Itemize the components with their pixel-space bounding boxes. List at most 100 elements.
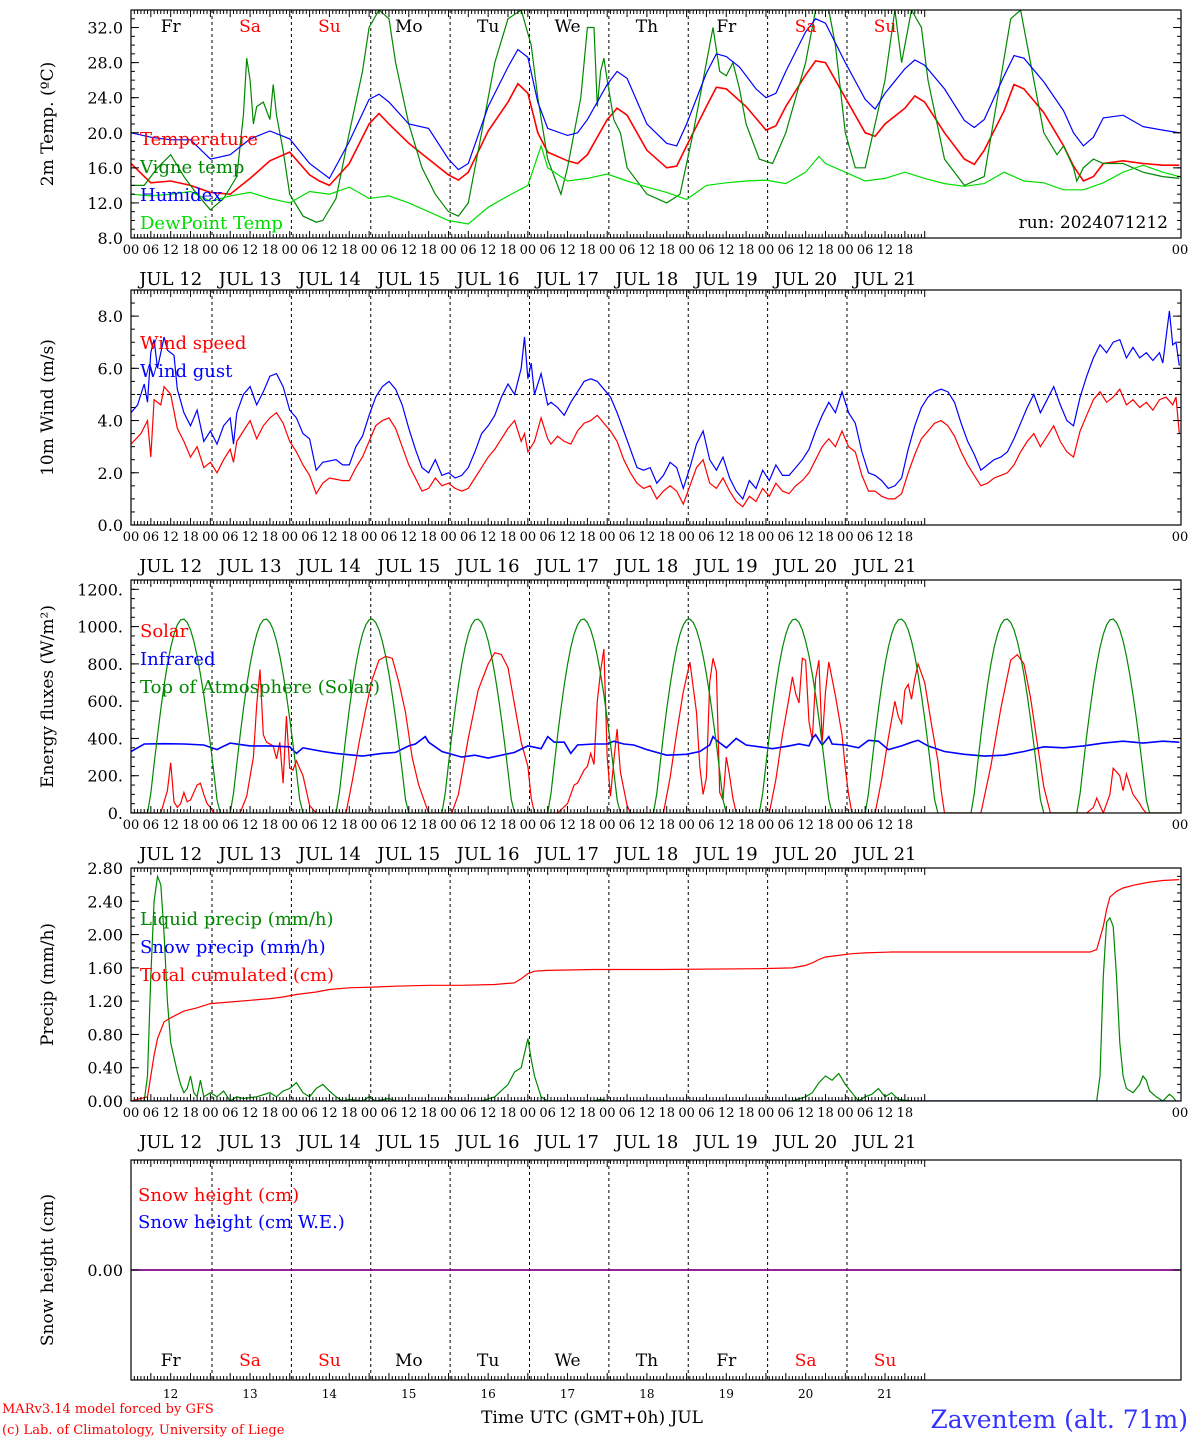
weekday-label: Sa xyxy=(239,1351,261,1371)
x-tick-label: 06 xyxy=(539,818,556,833)
date-label: JUL 21 xyxy=(852,269,917,290)
x-tick-label: 12 xyxy=(321,530,338,545)
weekday-label: Su xyxy=(318,1351,341,1371)
date-label: JUL 14 xyxy=(296,269,361,290)
y-tick-label: 400. xyxy=(87,729,123,748)
x-tick-label: 00 xyxy=(758,1106,775,1121)
date-label: JUL 13 xyxy=(217,1132,282,1153)
x-tick-label: 00 xyxy=(202,243,219,258)
panel-temperature: 8.0 12.0 16.0 20.0 24.0 28.0 32.0 2m Temp. (ºC)… xyxy=(38,9,1188,290)
y-tick-label: 0.80 xyxy=(87,1025,123,1044)
series-line-temperature xyxy=(131,60,1180,196)
x-tick-label: 06 xyxy=(857,818,874,833)
x-tick-label: 12 xyxy=(797,243,814,258)
x-tick-label: 18 xyxy=(500,1106,517,1121)
x-tick-label: 06 xyxy=(619,243,636,258)
x-tick-label: 18 xyxy=(500,530,517,545)
x-tick-label: 06 xyxy=(857,1106,874,1121)
series-line-vigne-temp xyxy=(131,10,1180,223)
date-label: JUL 20 xyxy=(772,269,837,290)
x-tick-label: 00 xyxy=(678,818,695,833)
x-tick-label: 00 xyxy=(599,243,616,258)
date-label: JUL 16 xyxy=(455,556,520,577)
x-tick-label: 00 xyxy=(758,530,775,545)
x-tick-label: 06 xyxy=(143,243,160,258)
panel-snow: 0.00 Snow height (cm) Snow height (cm) Snow… xyxy=(38,1159,1182,1401)
weekday-label: Sa xyxy=(795,17,817,37)
x-tick-label: 00 xyxy=(123,1106,140,1121)
x-tick-label: 06 xyxy=(539,1106,556,1121)
series-group xyxy=(131,618,1180,813)
x-tick-label: 18 xyxy=(262,818,279,833)
y-tick-label: 0.0 xyxy=(98,516,123,535)
y-tick-label: 2.00 xyxy=(87,926,123,945)
x-tick-label: 00 xyxy=(678,530,695,545)
x-tick-label: 00 xyxy=(758,818,775,833)
x-tick-label: 18 xyxy=(420,818,437,833)
series-line-wind-gust xyxy=(131,310,1180,501)
x-tick-label: 12 xyxy=(321,243,338,258)
date-label: JUL 21 xyxy=(852,1132,917,1153)
y-tick-label: 0.00 xyxy=(87,1261,123,1280)
x-tick-label: 06 xyxy=(698,243,715,258)
x-tick-label: 06 xyxy=(143,818,160,833)
x-tick-label: 00 xyxy=(440,818,457,833)
x-tick-label: 06 xyxy=(301,530,318,545)
x-tick-label: 18 xyxy=(897,1106,914,1121)
x-tick-label: 18 xyxy=(817,243,834,258)
series-line-dewpoint-temp xyxy=(131,143,1180,225)
y-tick-label: 600. xyxy=(87,692,123,711)
x-tick-label: 06 xyxy=(698,530,715,545)
legend-entry: Temperature xyxy=(140,129,258,150)
x-tick-label: 06 xyxy=(698,1106,715,1121)
x-tick-label: 00 xyxy=(758,243,775,258)
x-tick-label: 12 xyxy=(559,1106,576,1121)
x-tick-label: 12 xyxy=(718,1106,735,1121)
y-tick-label: 200. xyxy=(87,767,123,786)
y-axis-title: Snow height (cm) xyxy=(38,1194,58,1346)
x-tick-label: 12 xyxy=(797,1106,814,1121)
x-tick-label: 00 xyxy=(123,530,140,545)
x-tick-label: 18 xyxy=(341,818,358,833)
x-tick-label: 18 xyxy=(341,243,358,258)
credit-line-1: MARv3.14 model forced by GFS xyxy=(2,1402,214,1417)
x-tick-label: 18 xyxy=(420,530,437,545)
legend-entry: Wind speed xyxy=(140,333,246,354)
x-tick-label: 12 xyxy=(877,1106,894,1121)
series-line-humidex xyxy=(131,18,1180,180)
x-tick-label: 12 xyxy=(877,243,894,258)
date-label: JUL 19 xyxy=(693,1132,758,1153)
date-label: JUL 16 xyxy=(455,269,520,290)
y-axis-title: 10m Wind (m/s) xyxy=(38,339,58,476)
y-tick-label: 1.20 xyxy=(87,992,123,1011)
panel-precip: 0.00 0.40 0.80 1.20 1.60 2.00 2.40 2.80 Precip (… xyxy=(38,859,1188,1153)
series-group xyxy=(131,873,1180,1101)
x-tick-label: 18 xyxy=(658,530,675,545)
legend-entry: DewPoint Temp xyxy=(140,213,283,234)
x-tick-label: 06 xyxy=(778,1106,795,1121)
x-tick-label: 06 xyxy=(381,1106,398,1121)
date-label: JUL 18 xyxy=(613,556,678,577)
date-label: JUL 15 xyxy=(375,269,440,290)
y-tick-label: 32.0 xyxy=(87,19,123,38)
date-label: JUL 13 xyxy=(217,556,282,577)
x-tick-label: 18 xyxy=(341,1106,358,1121)
x-tick-label: 18 xyxy=(817,1106,834,1121)
x-tick-label: 18 xyxy=(738,818,755,833)
date-label: JUL 21 xyxy=(852,844,917,865)
series-line-top-of-atmosphere-solar- xyxy=(131,618,1180,813)
x-tick-label: 12 xyxy=(639,1106,656,1121)
x-tick-label: 00 xyxy=(202,1106,219,1121)
weekday-label: Fr xyxy=(716,1351,737,1371)
legend-entry: Liquid precip (mm/h) xyxy=(140,909,334,930)
x-tick-label: 12 xyxy=(321,1106,338,1121)
x-tick-label: 00 xyxy=(837,1106,854,1121)
x-tick-label: 18 xyxy=(182,1106,199,1121)
y-tick-label: 2.0 xyxy=(98,464,123,483)
x-tick-label: 06 xyxy=(778,243,795,258)
weekday-label: Th xyxy=(636,1351,658,1371)
x-tick-label: 12 xyxy=(639,530,656,545)
x-tick-label: 00 xyxy=(1172,530,1189,545)
